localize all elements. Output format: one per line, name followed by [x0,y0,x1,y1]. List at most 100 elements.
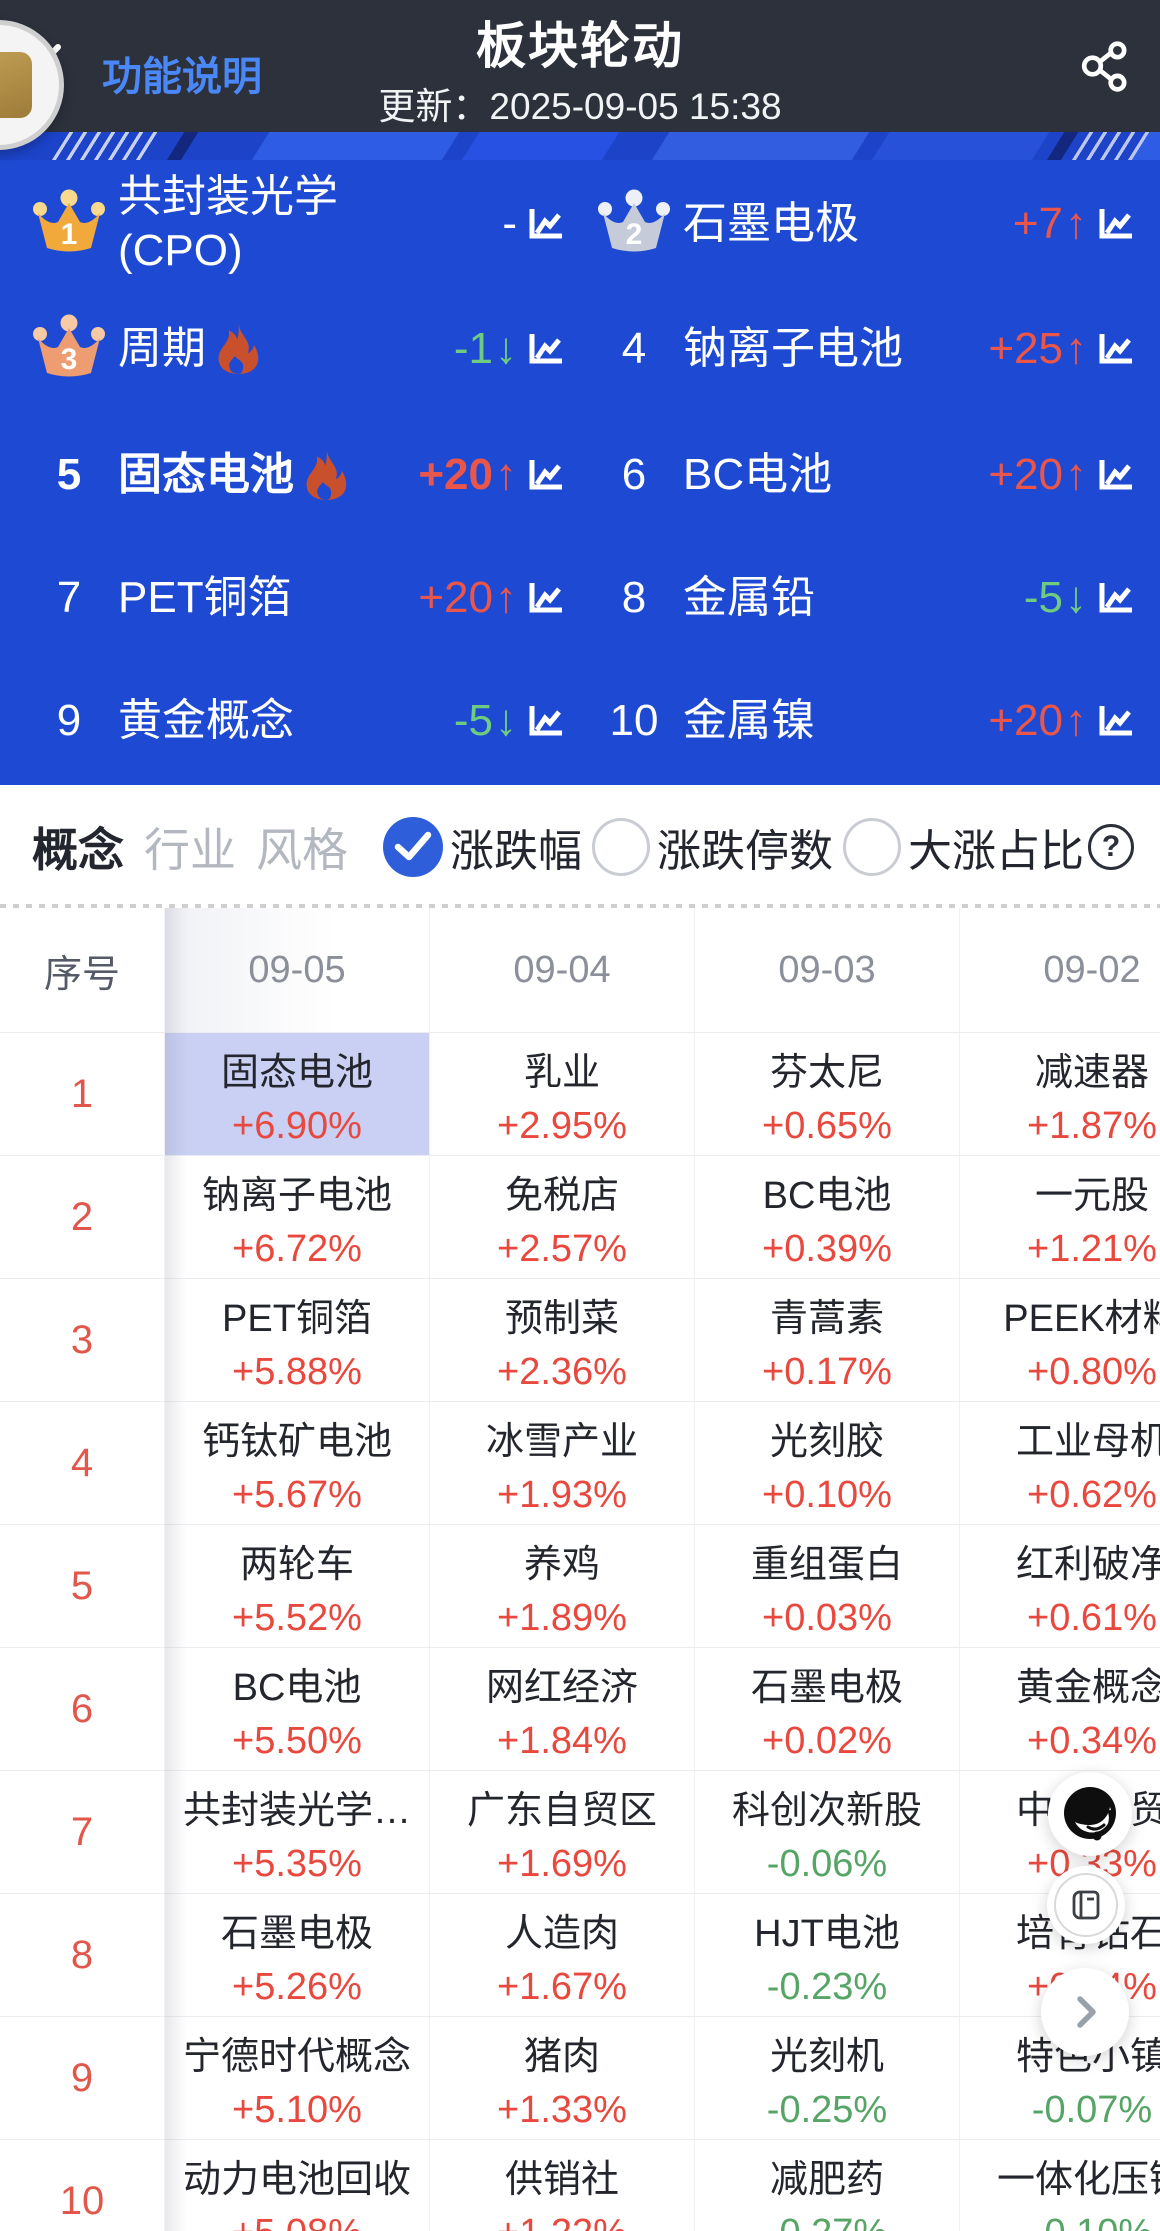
rank-change[interactable]: +20 ↑ [988,696,1135,746]
sector-cell[interactable]: PEEK材料 +0.80% [960,1279,1160,1401]
rank-change[interactable]: +20 ↑ [418,573,565,623]
tab-industry[interactable]: 行业 [144,823,236,876]
rank-name: PET铜箔 [118,571,292,625]
radio-big-rise-ratio[interactable]: 大涨占比 ? [843,815,1134,879]
sector-cell[interactable]: 共封装光学… +5.35% [165,1771,430,1893]
tab-concept[interactable]: 概念 [32,823,124,876]
rank-item-8[interactable]: 8 金属铅 -5 ↓ [595,540,1135,656]
table-row-7: 7共封装光学…+5.35%广东自贸区+1.69%科创次新股-0.06%中韩自贸+… [0,1771,1160,1894]
sector-change: +2.36% [497,1350,627,1393]
rank-name: 钠离子电池 [683,322,903,376]
sector-name: 工业母机 [1015,1420,1160,1463]
sector-cell[interactable]: 减肥药 -0.27% [695,2140,960,2231]
sector-name: 网红经济 [485,1666,638,1709]
share-button[interactable] [1078,36,1134,96]
rank-item-9[interactable]: 9 黄金概念 -5 ↓ [30,663,565,779]
sector-cell[interactable]: 冰雪产业 +1.93% [430,1402,695,1524]
sector-cell[interactable]: 钙钛矿电池 +5.67% [165,1402,430,1524]
sector-cell[interactable]: 光刻胶 +0.10% [695,1402,960,1524]
rank-change[interactable]: +20 ↑ [418,450,565,500]
fire-icon [218,324,259,374]
sector-cell[interactable]: BC电池 +5.50% [165,1648,430,1770]
rank-name: 石墨电极 [683,197,859,251]
rank-item-5[interactable]: 5 固态电池 +20 ↑ [30,417,565,533]
sector-change: +5.26% [232,1965,362,2008]
sector-cell[interactable]: 芬太尼 +0.65% [695,1033,960,1155]
sector-cell[interactable]: 人造肉 +1.67% [430,1894,695,2016]
sector-cell[interactable]: 固态电池 +6.90% [165,1033,430,1155]
sector-cell[interactable]: 一体化压铸 -0.10% [960,2140,1160,2231]
sector-change: +5.52% [232,1596,362,1639]
sector-cell[interactable]: 预制菜 +2.36% [430,1279,695,1401]
sector-name: 科创次新股 [731,1789,922,1832]
sector-change: +5.10% [232,2088,362,2131]
sector-cell[interactable]: 石墨电极 +5.26% [165,1894,430,2016]
sector-cell[interactable]: 两轮车 +5.52% [165,1525,430,1647]
sector-cell[interactable]: 科创次新股 -0.06% [695,1771,960,1893]
sector-cell[interactable]: 工业母机 +0.62% [960,1402,1160,1524]
sector-name: 石墨电极 [750,1666,903,1709]
rank-item-3[interactable]: 3 周期 -1 ↓ [30,291,565,407]
sector-cell[interactable]: 免税店 +2.57% [430,1156,695,1278]
rank-sector-name: 石墨电极 [683,199,859,248]
sector-name: 石墨电极 [220,1912,373,1955]
rank-change[interactable]: -5 ↓ [1024,573,1135,623]
radio-limit-count[interactable]: 涨跌停数 [592,815,833,879]
sector-change: +5.50% [232,1719,362,1762]
rank-item-7[interactable]: 7 PET铜箔 +20 ↑ [30,540,565,656]
sector-cell[interactable]: BC电池 +0.39% [695,1156,960,1278]
sector-cell[interactable]: 红利破净 +0.61% [960,1525,1160,1647]
rank-sector-name: 黄金概念 [118,696,294,745]
sector-cell[interactable]: 猪肉 +1.33% [430,2017,695,2139]
rank-change[interactable]: -1 ↓ [454,324,565,374]
trend-chart-icon [1099,460,1132,490]
table-row-8: 8石墨电极+5.26%人造肉+1.67%HJT电池-0.23%培育钻石+0.24… [0,1894,1160,2017]
rank-name: 固态电池 [118,448,348,502]
sector-cell[interactable]: 钠离子电池 +6.72% [165,1156,430,1278]
rank-change[interactable]: -5 ↓ [454,696,565,746]
sector-change: +6.90% [232,1104,362,1147]
manual-button[interactable] [1047,1866,1125,1944]
sector-cell[interactable]: 动力电池回收 +5.08% [165,2140,430,2231]
sector-name: 钙钛矿电池 [201,1420,392,1463]
sector-cell[interactable]: 石墨电极 +0.02% [695,1648,960,1770]
sector-cell[interactable]: 网红经济 +1.84% [430,1648,695,1770]
rank-change[interactable]: +20 ↑ [988,450,1135,500]
sector-cell[interactable]: PET铜箔 +5.88% [165,1279,430,1401]
rank-name: 周期 [118,322,260,376]
sector-cell[interactable]: 一元股 +1.21% [960,1156,1160,1278]
sector-cell[interactable]: 供销社 +1.22% [430,2140,695,2231]
rank-change[interactable]: +25 ↑ [988,324,1135,374]
rank-row: 9 黄金概念 -5 ↓ 10 金属镍 +20 ↑ [0,663,1160,779]
rank-item-4[interactable]: 4 钠离子电池 +25 ↑ [595,291,1135,407]
sector-cell[interactable]: 宁德时代概念 +5.10% [165,2017,430,2139]
feature-description-link[interactable]: 功能说明 [102,55,262,99]
table-row-9: 9 宁德时代概念 +5.10% 猪肉 +1.33% 光刻机 -0.25% 特色小镇 -0.07% [0,2017,1160,2140]
rank-badge: 9 [30,696,108,746]
scroll-right-button[interactable] [1041,1968,1129,2056]
rank-item-1[interactable]: 1 共封装光学 (CPO) - [30,166,565,282]
radio-label: 涨跌幅 [450,826,582,876]
radio-change-percent[interactable]: 涨跌幅 [383,815,582,879]
sector-cell[interactable]: 养鸡 +1.89% [430,1525,695,1647]
rank-item-2[interactable]: 2 石墨电极 +7 ↑ [595,166,1135,282]
sector-cell[interactable]: 乳业 +2.95% [430,1033,695,1155]
sector-change: +0.10% [762,1473,892,1516]
sector-cell[interactable]: 重组蛋白 +0.03% [695,1525,960,1647]
rank-change[interactable]: +7 ↑ [1013,199,1135,249]
sector-cell[interactable]: 广东自贸区 +1.69% [430,1771,695,1893]
rank-item-6[interactable]: 6 BC电池 +20 ↑ [595,417,1135,533]
row-number: 8 [0,1894,165,2016]
sector-cell[interactable]: 减速器 +1.87% [960,1033,1160,1155]
rank-badge: 8 [595,573,673,623]
tab-style[interactable]: 风格 [256,823,348,876]
customer-service-button[interactable] [1048,1772,1132,1856]
rank-item-10[interactable]: 10 金属镍 +20 ↑ [595,663,1135,779]
sector-cell[interactable]: 黄金概念 +0.34% [960,1648,1160,1770]
help-icon[interactable]: ? [1088,823,1134,870]
sector-cell[interactable]: 光刻机 -0.25% [695,2017,960,2139]
sector-cell[interactable]: 青蒿素 +0.17% [695,1279,960,1401]
sector-cell[interactable]: HJT电池 -0.23% [695,1894,960,2016]
customer-service-icon [1064,1787,1116,1841]
rank-change[interactable]: - [502,199,565,249]
